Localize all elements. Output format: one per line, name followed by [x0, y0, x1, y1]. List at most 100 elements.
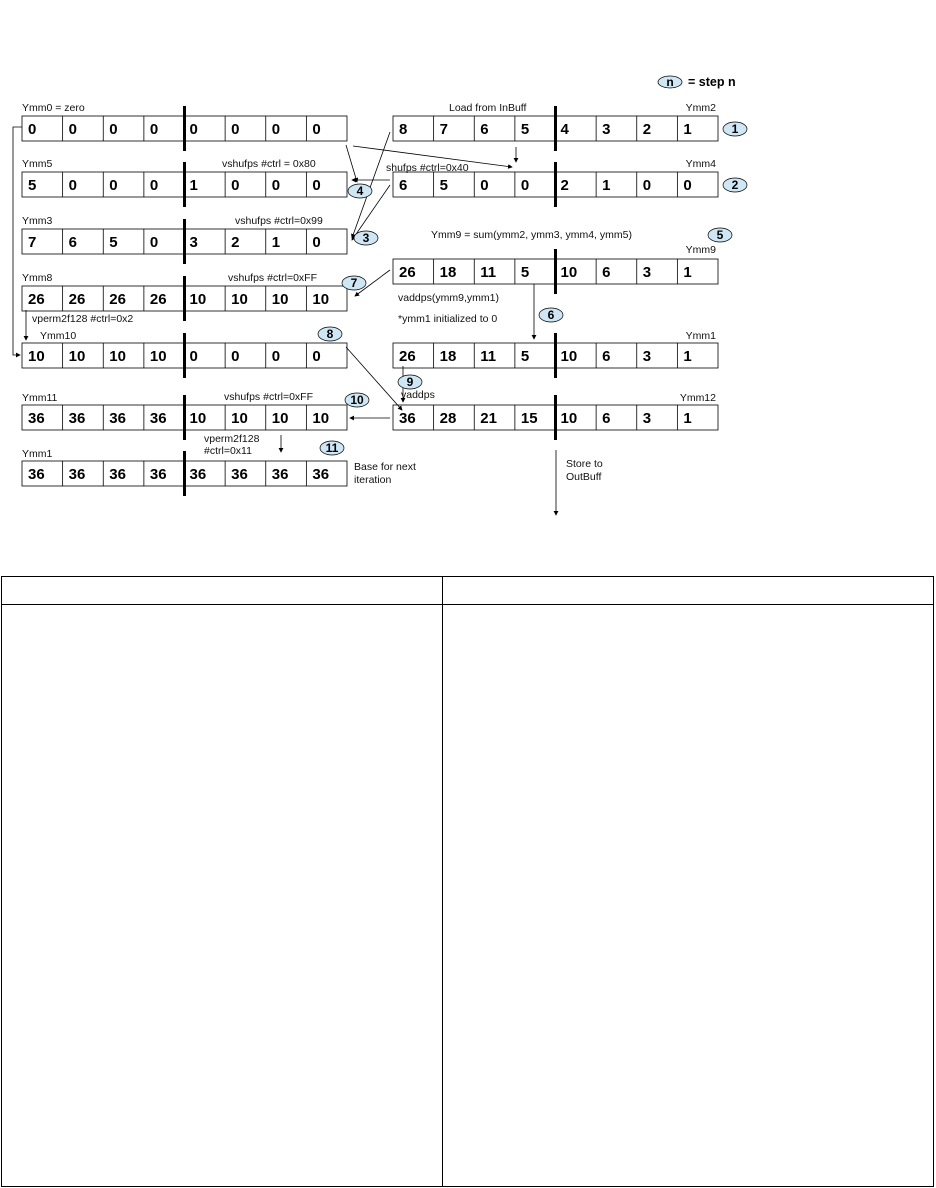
- register-lane: 3: [643, 410, 651, 427]
- register-ymm9: Ymm9 26 18 11 5 10 6 3 1: [392, 244, 719, 294]
- register-ymm5: Ymm5 5 0 0 0 1 0 0 0: [21, 158, 348, 207]
- register-lane: 10: [312, 410, 329, 427]
- blank-table: [1, 576, 934, 1187]
- register-lane: 0: [150, 121, 158, 138]
- register-lane: 0: [69, 121, 77, 138]
- register-lane: 0: [150, 177, 158, 194]
- register-label: Ymm2: [686, 102, 716, 114]
- register-ymm4: Ymm4 6 5 0 0 2 1 0 0: [392, 158, 719, 207]
- step-badge-8: 8: [317, 326, 343, 342]
- svg-text:10: 10: [350, 393, 364, 407]
- register-label: Ymm8: [22, 272, 52, 284]
- step-badge-11: 11: [319, 440, 345, 456]
- annotation-vaddps: vaddps: [401, 389, 435, 401]
- register-lane: 2: [561, 177, 569, 194]
- register-lane: 0: [272, 348, 280, 365]
- step-badge-5: 5: [707, 227, 733, 243]
- register-lane: 0: [480, 177, 488, 194]
- register-lane: 6: [602, 264, 610, 281]
- register-ymm1: Ymm1 26 18 11 5 10 6 3 1: [392, 330, 719, 378]
- register-label: Ymm10: [40, 330, 76, 342]
- arrow-ymm2-to-ymm3: [351, 131, 391, 239]
- register-lane: 0: [683, 177, 691, 194]
- register-lane: 5: [440, 177, 448, 194]
- register-lane: 36: [69, 466, 86, 483]
- register-lane: 4: [561, 121, 570, 138]
- arrow-ymm9-to-ymm8: [354, 269, 391, 297]
- register-lane: 18: [440, 264, 457, 281]
- register-lane: 0: [150, 234, 158, 251]
- arrow-ymm0-to-ymm10: [12, 126, 22, 358]
- register-label: Ymm4: [686, 158, 716, 170]
- register-lane: 26: [150, 291, 167, 308]
- register-lane: 6: [399, 177, 407, 194]
- register-lane: 0: [272, 177, 280, 194]
- annotation-vshufps-0xff-2: vshufps #ctrl=0xFF: [224, 391, 313, 403]
- annotation-sum: Ymm9 = sum(ymm2, ymm3, ymm4, ymm5): [431, 229, 632, 241]
- step-badge-6: 6: [538, 307, 564, 323]
- register-lane: 28: [440, 410, 457, 427]
- register-ymm11: Ymm11 36 36 36 36 10 10 10 10: [21, 392, 348, 440]
- register-lane: 10: [272, 410, 289, 427]
- svg-text:9: 9: [407, 375, 414, 389]
- register-lane: 36: [28, 410, 45, 427]
- register-lane: 1: [190, 177, 198, 194]
- svg-text:1: 1: [732, 122, 739, 136]
- register-label: Ymm0 = zero: [22, 102, 85, 114]
- register-ymm3: Ymm3 7 6 5 0 3 2 1 0: [21, 215, 348, 264]
- svg-text:5: 5: [717, 228, 724, 242]
- register-lane: 18: [440, 348, 457, 365]
- register-lane: 15: [521, 410, 538, 427]
- annotation-vperm2f128-0x2: vperm2f128 #ctrl=0x2: [32, 313, 133, 325]
- svg-text:4: 4: [357, 184, 364, 198]
- register-lane: 2: [643, 121, 651, 138]
- register-lane: 0: [312, 234, 320, 251]
- step-badge-9: 9: [397, 374, 423, 390]
- register-label: Ymm11: [22, 392, 58, 404]
- register-lane: 0: [69, 177, 77, 194]
- register-lane: 0: [312, 177, 320, 194]
- register-lane: 0: [643, 177, 651, 194]
- annotation-outbuff: OutBuff: [566, 471, 601, 483]
- svg-text:7: 7: [351, 276, 358, 290]
- annotation-ctrl-0x11: #ctrl=0x11: [204, 445, 252, 457]
- register-lane: 10: [231, 410, 248, 427]
- register-label: Ymm1: [686, 330, 716, 342]
- register-lane: 5: [521, 348, 529, 365]
- register-lane: 0: [231, 348, 239, 365]
- register-lane: 1: [683, 264, 691, 281]
- register-label: Ymm12: [680, 392, 716, 404]
- register-lane: 10: [69, 348, 86, 365]
- register-lane: 6: [602, 410, 610, 427]
- register-lane: 5: [28, 177, 36, 194]
- register-lane: 26: [28, 291, 45, 308]
- annotation-vperm2f128: vperm2f128: [204, 433, 260, 445]
- register-lane: 0: [521, 177, 529, 194]
- register-lane: 21: [480, 410, 497, 427]
- register-lane: 26: [109, 291, 126, 308]
- register-label: Ymm5: [22, 158, 52, 170]
- register-lane: 0: [272, 121, 280, 138]
- register-lane: 36: [109, 466, 126, 483]
- register-lane: 1: [683, 121, 691, 138]
- register-lane: 36: [399, 410, 416, 427]
- register-lane: 26: [399, 348, 416, 365]
- register-lane: 7: [440, 121, 448, 138]
- register-label: Ymm3: [22, 215, 52, 227]
- register-lane: 0: [109, 121, 117, 138]
- register-lane: 0: [312, 348, 320, 365]
- register-lane: 0: [109, 177, 117, 194]
- svg-text:2: 2: [732, 178, 739, 192]
- register-lane: 1: [272, 234, 280, 251]
- register-lane: 26: [399, 264, 416, 281]
- annotation-vshufps-0x99: vshufps #ctrl=0x99: [235, 215, 323, 227]
- register-lane: 36: [231, 466, 248, 483]
- step-badge-10: 10: [344, 392, 370, 408]
- register-ymm8: Ymm8 26 26 26 26 10 10 10 10: [21, 272, 348, 321]
- step-badge-7: 7: [341, 275, 367, 291]
- register-lane: 36: [150, 466, 167, 483]
- register-lane: 10: [561, 264, 578, 281]
- register-lane: 10: [109, 348, 126, 365]
- arrow-ymm0-to-ymm5: [345, 144, 359, 183]
- register-lane: 6: [480, 121, 488, 138]
